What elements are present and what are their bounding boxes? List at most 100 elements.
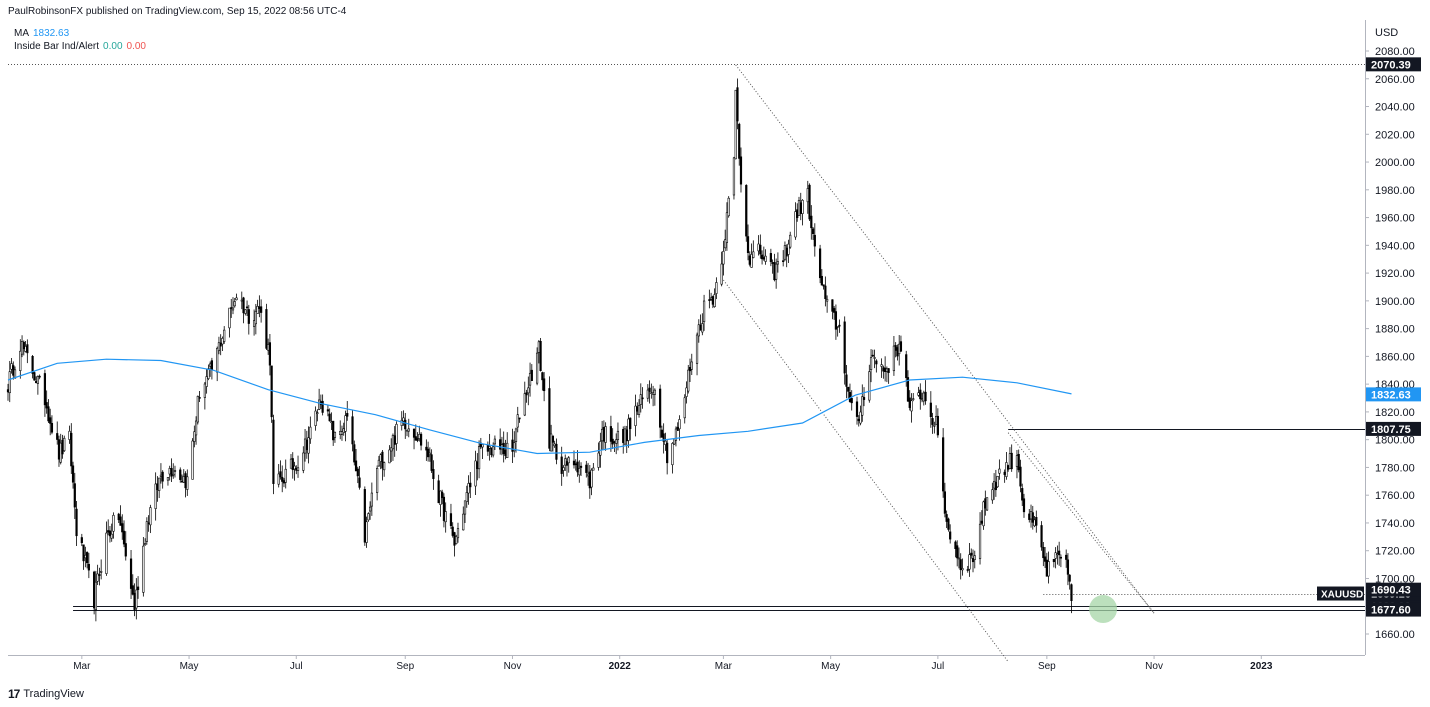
- candle-body: [1033, 519, 1036, 527]
- candle-body: [469, 482, 472, 488]
- publish-header: PaulRobinsonFX published on TradingView.…: [8, 6, 347, 17]
- candle-body: [1045, 559, 1048, 577]
- candle-body: [838, 324, 841, 327]
- level-price-label: 1807.75: [1371, 424, 1411, 436]
- candle-body: [240, 299, 243, 302]
- inside-bar-value-2: 0.00: [126, 41, 146, 52]
- level-price-label: 2070.39: [1371, 59, 1411, 71]
- candle-body: [734, 89, 737, 160]
- candle-body: [523, 393, 526, 416]
- candle-body: [674, 428, 678, 441]
- price-tick-label: 2040.00: [1375, 102, 1415, 114]
- candle-body: [412, 428, 416, 438]
- candle-body: [314, 410, 317, 426]
- candle-body: [453, 532, 456, 546]
- ma-legend-row[interactable]: MA 1832.63: [14, 27, 146, 40]
- candle-body: [321, 400, 324, 413]
- candle-body: [764, 255, 767, 262]
- candle-body: [402, 417, 405, 422]
- candle-body: [502, 442, 505, 455]
- candle-body: [68, 430, 71, 440]
- candle-body: [576, 461, 579, 473]
- candle-body: [637, 405, 641, 415]
- time-tick-label: Jul: [290, 661, 303, 672]
- candle-body: [110, 533, 113, 539]
- candle-body: [565, 461, 569, 466]
- candle-body: [750, 254, 753, 268]
- candle-body: [551, 435, 555, 443]
- candle-body: [198, 397, 201, 399]
- tradingview-footer[interactable]: 17 TradingView: [8, 687, 84, 701]
- candle-body: [268, 342, 272, 366]
- candle-body: [935, 415, 938, 425]
- price-tick-label: 1740.00: [1375, 518, 1415, 530]
- candle-body: [808, 184, 811, 220]
- candle-body: [170, 468, 173, 477]
- candle-body: [316, 412, 319, 414]
- inside-bar-legend-row[interactable]: Inside Bar Ind/Alert 0.00 0.00: [14, 40, 146, 53]
- candle-body: [611, 438, 614, 445]
- candle-body: [701, 323, 704, 333]
- candle-body: [193, 431, 196, 442]
- candle-body: [391, 434, 395, 450]
- candle-body: [282, 480, 286, 484]
- candle-body: [277, 473, 280, 485]
- candle-body: [884, 367, 887, 372]
- candle-body: [75, 508, 78, 537]
- price-axis[interactable]: USD 1660.001680.001700.001720.001740.001…: [1365, 27, 1415, 641]
- candle-body: [543, 378, 546, 392]
- candle-body: [622, 428, 625, 443]
- candle-body: [848, 392, 852, 402]
- time-axis[interactable]: Mar May Jul Sep Nov 2022 Mar May Jul Sep Nov 2023: [73, 655, 1273, 672]
- candle-body: [725, 212, 729, 243]
- candle-body: [449, 513, 453, 526]
- candle-body: [801, 199, 804, 214]
- candle-body: [699, 324, 702, 331]
- candle-body: [627, 418, 630, 441]
- candle-body: [708, 299, 711, 301]
- candle-body: [279, 471, 282, 478]
- candle-body: [639, 394, 642, 405]
- candle-body: [824, 285, 827, 299]
- candle-body: [367, 513, 370, 521]
- candle-body: [1068, 574, 1071, 582]
- time-tick-label: Nov: [1145, 661, 1163, 672]
- candle-body: [527, 387, 530, 394]
- candle-body: [61, 439, 64, 455]
- candle-body: [550, 433, 553, 452]
- candle-body: [834, 311, 838, 330]
- candle-body: [504, 450, 507, 456]
- candle-body: [252, 320, 256, 327]
- price-tick-label: 2080.00: [1375, 46, 1415, 58]
- candle-body: [98, 574, 101, 576]
- candle-body: [302, 452, 305, 471]
- tradingview-brand: TradingView: [23, 688, 84, 700]
- candle-body: [843, 321, 846, 374]
- horizontal-lines: [8, 64, 1365, 611]
- candle-body: [919, 389, 922, 400]
- candle-body: [1021, 488, 1024, 501]
- candle-body: [855, 401, 859, 417]
- candle-body: [467, 483, 470, 494]
- price-tick-label: 1780.00: [1375, 462, 1415, 474]
- candle-body: [993, 480, 996, 489]
- candle-body: [898, 343, 901, 355]
- candle-body: [247, 309, 250, 324]
- candle-body: [949, 531, 952, 540]
- candle-body: [219, 342, 222, 347]
- candle-body: [826, 298, 829, 302]
- candle-body: [210, 360, 214, 371]
- candle-body: [339, 431, 342, 435]
- candle-body: [96, 573, 99, 582]
- candle-body: [929, 402, 932, 418]
- candle-body: [683, 397, 686, 419]
- candle-body: [59, 442, 62, 463]
- candle-body: [970, 552, 973, 556]
- candle-body: [859, 411, 862, 424]
- candle-body: [414, 436, 417, 441]
- candle-body: [172, 473, 175, 476]
- candle-body: [1022, 498, 1026, 513]
- candle-body: [196, 396, 199, 423]
- ma-value: 1832.63: [33, 28, 70, 39]
